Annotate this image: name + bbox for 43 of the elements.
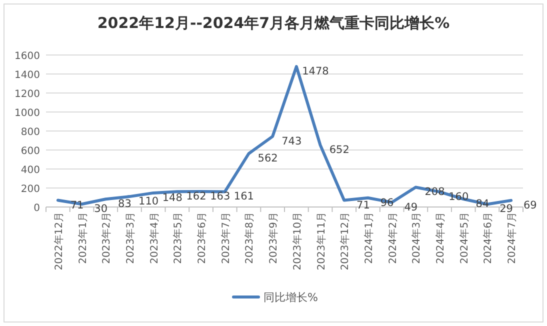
y-tick-label: 1000 [14, 108, 40, 119]
y-tick-label: 1600 [14, 51, 40, 62]
label: 148 [162, 192, 182, 204]
label: 161 [234, 190, 254, 203]
legend-label: 同比增长% [264, 291, 318, 304]
label: 69 [523, 199, 537, 212]
y-tick-label: 0 [34, 203, 40, 214]
y-tick-label: 800 [20, 127, 40, 138]
label: 743 [282, 135, 302, 148]
x-tick-label: 2023年8月 [244, 212, 256, 264]
x-tick-label: 2023年11月 [315, 212, 328, 270]
x-tick-label: 2024年4月 [434, 212, 447, 264]
x-tick-label: 2023年10月 [291, 212, 304, 270]
x-tick-label: 2023年4月 [148, 212, 160, 264]
y-tick-label: 1200 [14, 89, 40, 100]
x-tick-label: 2023年6月 [196, 212, 208, 264]
label: 162 [186, 190, 206, 203]
label: 652 [329, 144, 350, 156]
x-tick-label: 2023年5月 [172, 212, 184, 264]
chart-title: 2022年12月--2024年7月各月燃气重卡同比增长% [97, 14, 450, 32]
y-tick-label: 1400 [14, 70, 40, 81]
x-tick-label: 2022年12月 [52, 212, 65, 270]
y-tick-label: 200 [20, 184, 40, 195]
x-tick-label: 2023年7月 [220, 212, 232, 264]
label: 83 [118, 198, 132, 210]
label: 562 [258, 152, 278, 165]
x-tick-label: 2023年9月 [268, 212, 280, 264]
x-tick-label: 2023年1月 [76, 212, 89, 264]
x-tick-label: 2024年3月 [410, 212, 423, 264]
x-tick-label: 2024年1月 [362, 212, 375, 264]
label: 163 [210, 190, 230, 203]
x-tick-label: 2024年5月 [458, 212, 470, 264]
legend: 同比增长% [232, 291, 318, 304]
x-tick-label: 2024年6月 [482, 212, 494, 264]
label: 110 [138, 196, 159, 208]
label: 1478 [302, 66, 329, 78]
label: 49 [404, 201, 418, 214]
label: 71 [356, 199, 370, 212]
y-tick-label: 400 [20, 165, 40, 176]
y-tick-label: 600 [20, 146, 40, 157]
x-tick-label: 2024年2月 [386, 212, 399, 264]
x-tick-label: 2023年3月 [124, 212, 136, 264]
x-tick-label: 2023年12月 [339, 212, 352, 270]
